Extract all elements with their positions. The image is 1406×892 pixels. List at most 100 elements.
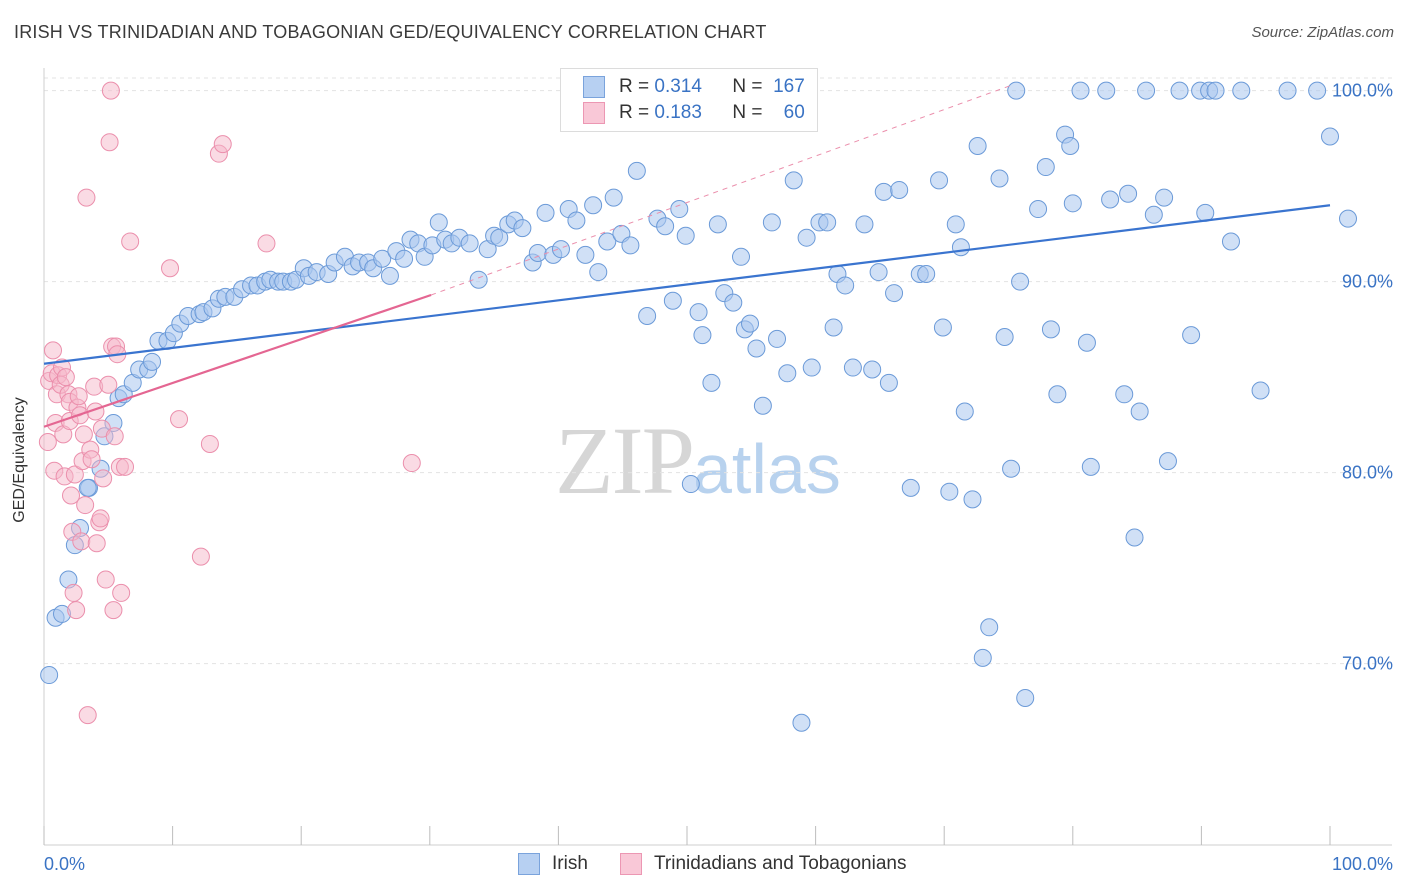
point-irish bbox=[395, 249, 414, 268]
point-irish bbox=[843, 358, 862, 377]
point-irish bbox=[551, 240, 570, 259]
point-irish bbox=[78, 478, 97, 497]
point-irish bbox=[797, 228, 816, 247]
point-irish bbox=[589, 263, 608, 282]
point-irish bbox=[1130, 402, 1149, 421]
legend-swatch-irish bbox=[583, 76, 605, 98]
point-trin bbox=[96, 570, 115, 589]
point-irish bbox=[1002, 459, 1021, 478]
point-trin bbox=[161, 259, 180, 278]
point-trin bbox=[105, 427, 124, 446]
x-tick-label-min: 0.0% bbox=[44, 854, 85, 874]
point-irish bbox=[1061, 137, 1080, 156]
point-irish bbox=[1339, 209, 1358, 228]
series-irish-points bbox=[40, 81, 1358, 732]
point-trin bbox=[74, 425, 93, 444]
point-irish bbox=[528, 243, 547, 262]
point-irish bbox=[584, 196, 603, 215]
legend-irish-n-label: N = bbox=[732, 76, 763, 97]
point-irish bbox=[1048, 385, 1067, 404]
point-irish bbox=[663, 291, 682, 310]
legend-irish-r-label: R = bbox=[619, 76, 650, 97]
point-irish bbox=[1077, 333, 1096, 352]
point-irish bbox=[689, 303, 708, 322]
point-irish bbox=[724, 293, 743, 312]
point-irish bbox=[963, 490, 982, 509]
point-trin bbox=[104, 601, 123, 620]
point-irish bbox=[621, 236, 640, 255]
point-trin bbox=[77, 188, 96, 207]
point-irish bbox=[1251, 381, 1270, 400]
point-irish bbox=[1144, 205, 1163, 224]
point-irish bbox=[818, 213, 837, 232]
point-irish bbox=[536, 203, 555, 222]
point-irish bbox=[955, 402, 974, 421]
legend-trin-r-value: 0.183 bbox=[654, 102, 702, 123]
legend-trin-n-value: 60 bbox=[783, 102, 805, 123]
point-irish bbox=[1321, 127, 1339, 146]
point-irish bbox=[778, 364, 797, 383]
point-irish bbox=[980, 618, 999, 637]
chart-title: IRISH VS TRINIDADIAN AND TOBAGONIAN GED/… bbox=[14, 22, 767, 42]
point-irish bbox=[1170, 81, 1189, 100]
point-irish bbox=[930, 171, 949, 190]
point-trin bbox=[87, 534, 106, 553]
point-trin bbox=[65, 465, 84, 484]
bottom-legend-irish-label: Irish bbox=[552, 853, 588, 874]
point-irish bbox=[869, 263, 888, 282]
point-irish bbox=[380, 266, 399, 285]
point-irish bbox=[762, 213, 781, 232]
point-trin bbox=[191, 547, 210, 566]
point-irish bbox=[792, 713, 811, 732]
point-irish bbox=[784, 171, 803, 190]
point-irish bbox=[469, 270, 488, 289]
point-irish bbox=[951, 238, 970, 257]
source-label: Source: ZipAtlas.com bbox=[1251, 24, 1394, 41]
point-trin bbox=[76, 496, 95, 515]
trendline-trin-extension bbox=[430, 84, 1013, 296]
point-irish bbox=[1081, 457, 1100, 476]
point-trin bbox=[64, 583, 83, 602]
point-irish bbox=[373, 249, 392, 268]
point-irish bbox=[1029, 200, 1048, 219]
point-irish bbox=[576, 245, 595, 264]
point-irish bbox=[1278, 81, 1297, 100]
point-irish bbox=[732, 247, 751, 266]
trendline-trin bbox=[43, 293, 432, 428]
point-irish bbox=[1137, 81, 1156, 100]
y-tick-label: 100.0% bbox=[1332, 81, 1393, 101]
point-irish bbox=[802, 358, 821, 377]
point-irish bbox=[638, 306, 657, 325]
point-irish bbox=[824, 318, 843, 337]
point-trin bbox=[213, 135, 232, 154]
point-irish bbox=[747, 339, 766, 358]
point-trin bbox=[44, 341, 63, 360]
point-irish bbox=[1007, 81, 1026, 100]
point-irish bbox=[836, 276, 855, 295]
point-trin bbox=[402, 454, 421, 473]
legend-swatch-trin bbox=[583, 102, 605, 124]
point-irish bbox=[490, 228, 509, 247]
point-trin bbox=[257, 234, 276, 253]
point-trin bbox=[200, 434, 219, 453]
point-irish bbox=[460, 234, 479, 253]
point-irish bbox=[708, 215, 727, 234]
y-tick-label: 90.0% bbox=[1342, 272, 1393, 292]
bottom-legend-trin-label: Trinidadians and Tobagonians bbox=[654, 853, 907, 874]
legend-irish-n-value: 167 bbox=[773, 76, 805, 97]
point-irish bbox=[874, 182, 893, 201]
point-trin bbox=[100, 133, 119, 152]
point-irish bbox=[1158, 452, 1177, 471]
point-irish bbox=[1232, 81, 1251, 100]
watermark: ZIPatlas bbox=[555, 405, 841, 516]
point-irish bbox=[627, 161, 646, 180]
legend-irish-r-value: 0.314 bbox=[654, 76, 702, 97]
series-trin-points bbox=[38, 81, 421, 725]
legend-row-trin: R = 0.183 N = 60 bbox=[583, 101, 805, 125]
point-trin bbox=[112, 583, 131, 602]
bottom-legend-irish: Irish bbox=[518, 852, 588, 876]
point-irish bbox=[513, 219, 532, 238]
point-trin bbox=[101, 81, 120, 100]
point-irish bbox=[879, 373, 898, 392]
